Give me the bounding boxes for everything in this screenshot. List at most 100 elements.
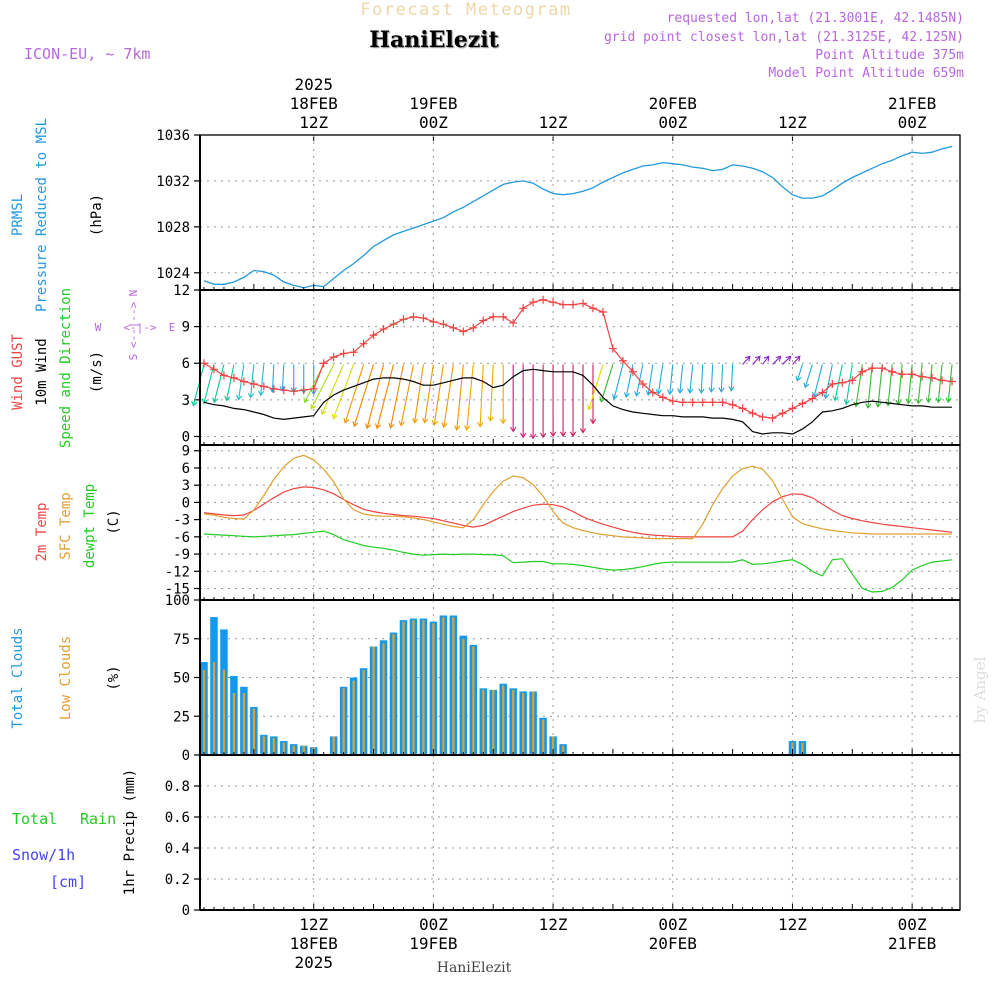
wind-barb — [271, 364, 275, 392]
gust-marker — [878, 364, 887, 373]
wind-barb-head — [431, 420, 438, 426]
wind-tick-label: 9 — [182, 320, 190, 336]
wind-barb — [400, 364, 414, 426]
wind-barb — [657, 364, 664, 394]
precip-total-label: Total — [12, 810, 57, 828]
wind-barb — [353, 364, 375, 427]
dewpoint-label: dewpt Temp — [82, 484, 98, 568]
gust-marker — [768, 414, 777, 423]
time-label: 12Z — [778, 113, 807, 132]
wind-gust-label: Wind GUST — [10, 334, 26, 410]
low-cloud-bar — [212, 662, 216, 755]
wind-barb — [710, 364, 714, 392]
gust-marker — [219, 371, 228, 380]
wind-barb-head — [569, 431, 577, 438]
wind-barb-head — [477, 422, 484, 428]
low-cloud-bar — [442, 617, 445, 755]
wind-barb — [804, 364, 813, 388]
wind-barb-head — [744, 355, 751, 362]
gust-marker — [309, 384, 318, 393]
wind-barb-head — [388, 422, 395, 429]
gust-marker — [469, 323, 478, 332]
gust-marker — [818, 388, 827, 397]
wind-10m-label: 10m Wind — [34, 338, 50, 405]
time-label: 00Z — [419, 915, 448, 934]
time-label: 18FEB — [290, 94, 338, 113]
wind-barb-head — [794, 355, 801, 362]
wind-barb-head — [698, 388, 705, 395]
gust-marker — [349, 348, 358, 357]
time-label: 00Z — [419, 113, 448, 132]
precip-tick-label: 0.2 — [165, 872, 190, 888]
wind-barb-head — [364, 423, 372, 430]
gust-marker — [718, 398, 727, 407]
gust-marker — [738, 404, 747, 413]
wind-barb-head — [549, 431, 557, 438]
wind-barb — [433, 364, 444, 425]
wind-barb-head — [763, 355, 770, 362]
wind-barb-head — [247, 392, 255, 399]
wind-barb-head — [191, 400, 198, 407]
gust-marker — [329, 353, 338, 362]
gust-marker — [708, 398, 717, 407]
wind-barb-head — [352, 421, 359, 428]
compass-east: E — [169, 321, 176, 334]
wind-barb-head — [331, 413, 338, 420]
wind-barb-head — [464, 425, 471, 431]
wind-barb — [344, 364, 365, 423]
gust-marker — [928, 373, 937, 382]
wind-barb — [456, 364, 464, 430]
gust-marker — [908, 370, 917, 379]
wind-barb-head — [667, 389, 674, 396]
station-title: HaniElezit — [369, 27, 499, 53]
clouds-panel: 0 25 50 75 100 — [165, 593, 961, 764]
time-label: 12Z — [778, 915, 807, 934]
gridpoint-coords: grid point closest lon,lat (21.3125E, 42… — [604, 30, 964, 45]
low-cloud-bar — [422, 620, 425, 755]
gust-marker — [419, 314, 428, 323]
time-label: 00Z — [658, 113, 687, 132]
low-cloud-bar — [432, 623, 435, 755]
wind-barb-head — [320, 409, 327, 416]
wind-tick-label: 6 — [182, 356, 190, 372]
wind-barb-head — [945, 397, 952, 404]
wind-dir-label: Speed and Direction — [58, 288, 74, 448]
wind-barb-head — [422, 417, 429, 424]
wind-barb-head — [925, 397, 932, 404]
wind-barb — [588, 364, 604, 410]
gust-marker — [279, 386, 288, 395]
compass-we-arrows: <-|-> — [123, 321, 156, 334]
wind-barb-head — [212, 397, 219, 404]
precip-tick-label: 0.4 — [165, 841, 190, 857]
gust-marker — [848, 376, 857, 385]
gust-marker — [439, 320, 448, 329]
wind-barb — [310, 364, 335, 409]
low-clouds-label: Low Clouds — [58, 636, 74, 720]
wind-barb-head — [623, 392, 631, 398]
time-label: 12Z — [299, 113, 328, 132]
time-label: 21FEB — [888, 934, 936, 953]
clouds-tick-label: 0 — [182, 748, 190, 764]
wind-barb — [772, 356, 781, 365]
time-label: 19FEB — [409, 934, 457, 953]
temperature-tick-label: 0 — [182, 495, 190, 511]
pressure-panel: 1024 1028 1032 1036 — [156, 128, 961, 291]
time-label: 21FEB — [888, 94, 936, 113]
model-label: ICON-EU, ~ 7km — [24, 45, 150, 63]
gust-marker — [229, 373, 238, 382]
wind-panel: 0 3 6 9 12 N <--|--> S W <-|-> E — [95, 283, 961, 446]
gust-marker — [379, 325, 388, 334]
wind-barb — [762, 356, 770, 365]
low-cloud-bar — [302, 745, 305, 755]
wind-barb-head — [500, 418, 507, 425]
wind-barb-head — [579, 428, 587, 434]
precip-tick-label: 0.6 — [165, 810, 190, 826]
time-label: 2025 — [294, 75, 333, 94]
wind-barb — [867, 364, 873, 408]
wind-barb — [897, 364, 903, 405]
wind-barb-head — [412, 417, 419, 424]
wind-barb-head — [343, 417, 350, 424]
gust-marker — [688, 398, 697, 407]
low-cloud-bar — [222, 669, 226, 755]
gust-marker — [479, 316, 488, 325]
